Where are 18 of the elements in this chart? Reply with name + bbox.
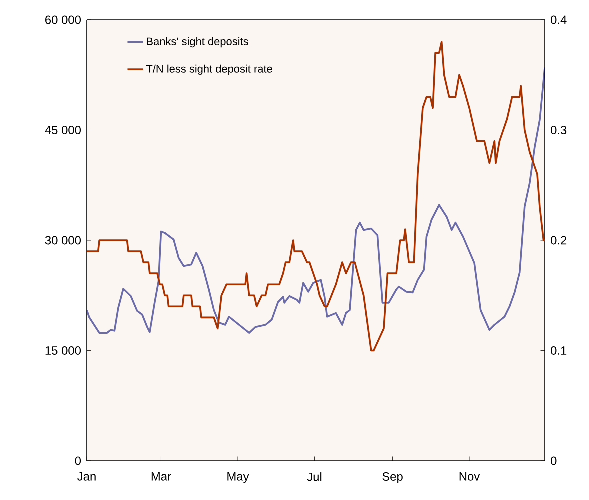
y2-tick-label: 0.1 [551, 346, 567, 355]
y2-tick-label: 0.3 [551, 126, 567, 134]
x-tick-label: Jul [307, 472, 322, 482]
y-tick-label: 60 000 [46, 16, 81, 24]
y2-tick-label: 0 [551, 456, 557, 466]
y-tick-label: 45 000 [45, 126, 81, 134]
legend-label: Banks' sight deposits [147, 37, 248, 48]
x-tick-label: May [228, 472, 250, 484]
y-tick-label: 15 000 [46, 346, 81, 355]
y2-tick-label: 0.2 [551, 236, 567, 245]
x-tick-label: Jan [78, 472, 96, 481]
x-tick-label: Mar [152, 472, 172, 481]
y2-tick-label: 0.4 [551, 16, 567, 24]
legend-label: T/N less sight deposit rate [146, 64, 272, 76]
x-tick-label: Sep [382, 472, 403, 484]
y-tick-label: 30 000 [45, 236, 81, 245]
y-tick-label: 0 [75, 456, 82, 466]
x-tick-label: Nov [460, 472, 480, 481]
